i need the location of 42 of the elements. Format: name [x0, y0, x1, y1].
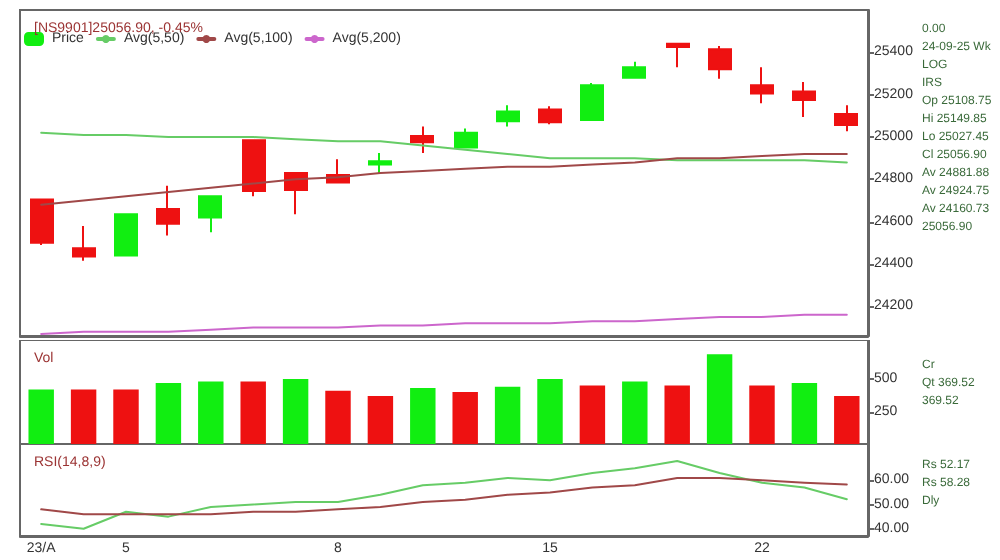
- bar: [452, 392, 478, 444]
- candlestick: [454, 127, 478, 149]
- bar: [282, 379, 309, 444]
- candlestick: [834, 104, 858, 133]
- bar: [325, 390, 351, 444]
- candlestick: [156, 184, 180, 237]
- bar: [28, 389, 54, 444]
- bar: [198, 381, 224, 444]
- candlestick: [368, 151, 392, 176]
- bar: [113, 389, 139, 444]
- bar: [537, 379, 563, 444]
- line-series: [40, 476, 848, 516]
- bar: [749, 385, 775, 444]
- candlestick: [242, 139, 266, 198]
- bar: [706, 354, 733, 444]
- bar: [410, 388, 436, 444]
- candlestick: [622, 60, 646, 79]
- candlestick: [410, 125, 434, 154]
- candlestick: [580, 82, 604, 122]
- candlestick: [114, 212, 138, 257]
- candlestick: [72, 224, 96, 262]
- bar: [70, 389, 97, 444]
- candlestick: [30, 198, 54, 246]
- candlestick: [496, 104, 520, 128]
- candlestick: [708, 44, 732, 80]
- bar: [791, 382, 818, 444]
- line-series: [40, 131, 848, 164]
- bar: [664, 385, 690, 444]
- candlestick: [666, 42, 690, 69]
- bar: [494, 386, 521, 444]
- bar: [240, 381, 266, 444]
- line-series: [40, 152, 848, 206]
- candlestick: [198, 195, 222, 234]
- bar: [622, 381, 648, 444]
- bar: [834, 395, 860, 444]
- bar: [579, 385, 606, 444]
- candlestick: [750, 66, 774, 105]
- line-series: [40, 313, 848, 335]
- candlestick: [792, 80, 816, 118]
- bar: [367, 395, 394, 444]
- bar: [155, 382, 182, 444]
- candlestick: [538, 105, 562, 126]
